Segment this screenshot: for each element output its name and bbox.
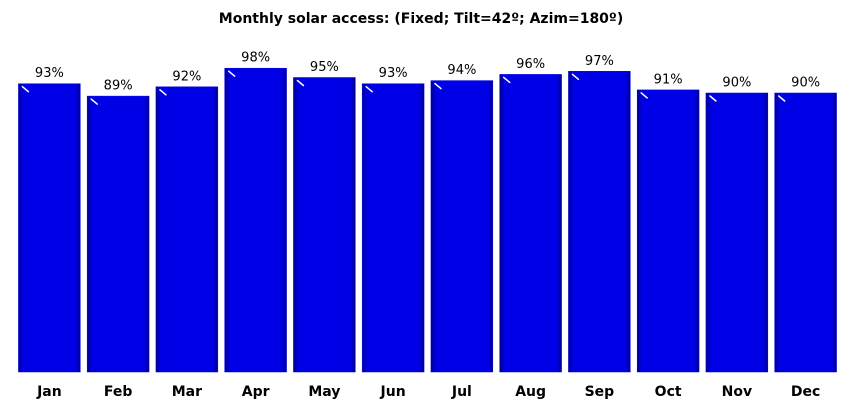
value-label: 97% [585,54,614,69]
bar-highlight [709,95,717,102]
bar-highlight [365,85,373,93]
x-tick-label: Jul [451,384,472,400]
x-tick-label: Nov [722,384,752,400]
value-label: 90% [722,76,751,91]
bar [705,92,769,373]
x-tick-label: Feb [104,384,133,400]
x-tick-label: Sep [585,384,615,400]
x-tick-label: Mar [172,384,202,400]
value-label: 94% [447,63,476,78]
value-label: 89% [104,79,133,94]
bar [86,95,150,373]
value-label: 95% [310,60,339,75]
bar-highlight [21,85,30,93]
bar [18,83,81,373]
value-label: 91% [654,72,683,87]
x-tick-label: Dec [791,384,820,400]
bar [430,80,494,373]
bar-highlight [640,92,648,99]
bar [568,71,631,373]
bar [293,77,356,373]
bar [499,74,562,373]
x-tick-label: Apr [242,384,270,400]
x-tick-label: May [308,384,340,400]
bar [361,83,425,373]
value-label: 90% [791,76,820,91]
value-label: 92% [172,69,201,84]
value-label: 93% [379,66,408,81]
bar-highlight [159,89,167,96]
x-tick-label: Oct [655,384,682,400]
chart-title: Monthly solar access: (Fixed; Tilt=42º; … [219,11,623,27]
value-label: 98% [241,51,270,66]
value-label: 96% [516,57,545,72]
bar-highlight [502,76,511,84]
bar [636,89,700,373]
bar [774,92,837,373]
x-tick-label: Jan [36,384,62,400]
bar [155,86,219,373]
x-tick-label: Aug [515,384,546,400]
bar-highlight [90,98,98,105]
bar-highlight [777,95,786,102]
x-tick-label: Jun [380,384,406,400]
bar-highlight [227,70,236,77]
bar-highlight [434,82,442,90]
bar-highlight [571,73,580,81]
bar [224,67,287,373]
bar-highlight [296,79,305,87]
value-label: 93% [35,66,64,81]
